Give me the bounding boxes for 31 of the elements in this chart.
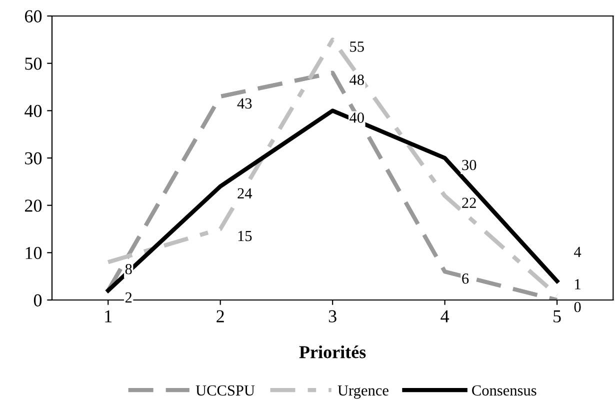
x-tick-label: 3 — [328, 310, 336, 322]
x-tick-label: 4 — [440, 310, 450, 322]
data-label: 30 — [462, 160, 476, 170]
data-label: 48 — [350, 74, 364, 85]
data-label: 6 — [462, 273, 469, 284]
y-tick-label: 50 — [25, 58, 42, 70]
data-label: 22 — [462, 198, 476, 208]
x-tick-label: 5 — [554, 310, 561, 322]
x-axis-title: Priorités — [299, 346, 366, 358]
y-tick-label: 20 — [25, 200, 42, 212]
data-label: 43 — [237, 98, 252, 109]
y-tick-label: 0 — [34, 294, 42, 306]
y-tick-label: 30 — [25, 152, 42, 164]
data-label: 24 — [238, 188, 252, 198]
data-label: 55 — [350, 42, 364, 52]
x-tick-label: 2 — [216, 310, 224, 322]
line-series — [106, 108, 560, 293]
y-tick-label: 10 — [26, 246, 42, 260]
legend-label: Urgence — [338, 385, 388, 399]
y-tick-label: 40 — [24, 104, 42, 118]
data-label: 15 — [238, 230, 252, 242]
data-label: 8 — [125, 264, 132, 274]
data-label: 40 — [350, 112, 364, 123]
data-label: 4 — [574, 246, 582, 257]
y-tick-label: 60 — [25, 10, 42, 22]
data-label: 0 — [574, 302, 581, 312]
x-tick-label: 1 — [105, 310, 112, 322]
legend-label: Consensus — [472, 385, 536, 396]
legend-label: UCCSPU — [196, 385, 255, 396]
data-label: 2 — [125, 292, 132, 303]
data-label: 1 — [575, 279, 580, 290]
